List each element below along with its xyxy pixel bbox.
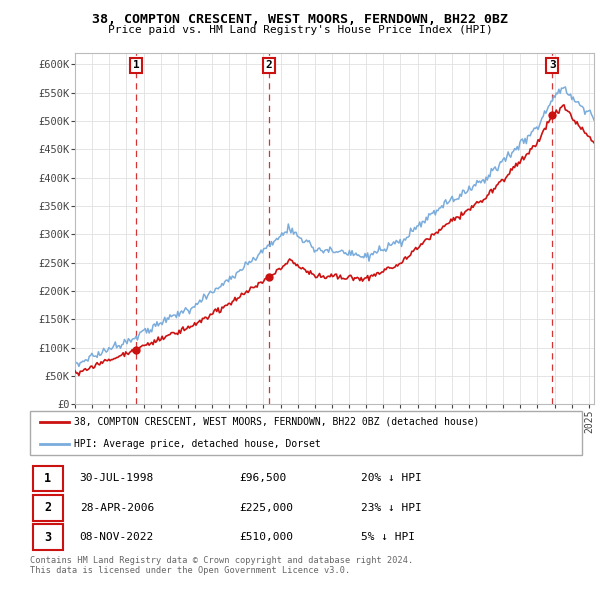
Text: 38, COMPTON CRESCENT, WEST MOORS, FERNDOWN, BH22 0BZ: 38, COMPTON CRESCENT, WEST MOORS, FERNDO… [92, 13, 508, 26]
Text: HPI: Average price, detached house, Dorset: HPI: Average price, detached house, Dors… [74, 438, 321, 448]
Text: £225,000: £225,000 [240, 503, 294, 513]
Text: 30-JUL-1998: 30-JUL-1998 [80, 474, 154, 483]
Text: 23% ↓ HPI: 23% ↓ HPI [361, 503, 422, 513]
Text: 38, COMPTON CRESCENT, WEST MOORS, FERNDOWN, BH22 0BZ (detached house): 38, COMPTON CRESCENT, WEST MOORS, FERNDO… [74, 417, 479, 427]
Text: 1: 1 [44, 472, 51, 485]
Text: 5% ↓ HPI: 5% ↓ HPI [361, 532, 415, 542]
Text: 08-NOV-2022: 08-NOV-2022 [80, 532, 154, 542]
Text: Price paid vs. HM Land Registry's House Price Index (HPI): Price paid vs. HM Land Registry's House … [107, 25, 493, 35]
Text: £96,500: £96,500 [240, 474, 287, 483]
Text: 2: 2 [266, 60, 272, 70]
FancyBboxPatch shape [33, 466, 63, 491]
Text: This data is licensed under the Open Government Licence v3.0.: This data is licensed under the Open Gov… [30, 566, 350, 575]
Text: £510,000: £510,000 [240, 532, 294, 542]
Text: 28-APR-2006: 28-APR-2006 [80, 503, 154, 513]
FancyBboxPatch shape [33, 495, 63, 520]
Text: 3: 3 [44, 530, 51, 543]
Text: 3: 3 [549, 60, 556, 70]
FancyBboxPatch shape [30, 411, 582, 455]
Text: Contains HM Land Registry data © Crown copyright and database right 2024.: Contains HM Land Registry data © Crown c… [30, 556, 413, 565]
Text: 1: 1 [133, 60, 140, 70]
Text: 2: 2 [44, 502, 51, 514]
Text: 20% ↓ HPI: 20% ↓ HPI [361, 474, 422, 483]
FancyBboxPatch shape [33, 524, 63, 550]
